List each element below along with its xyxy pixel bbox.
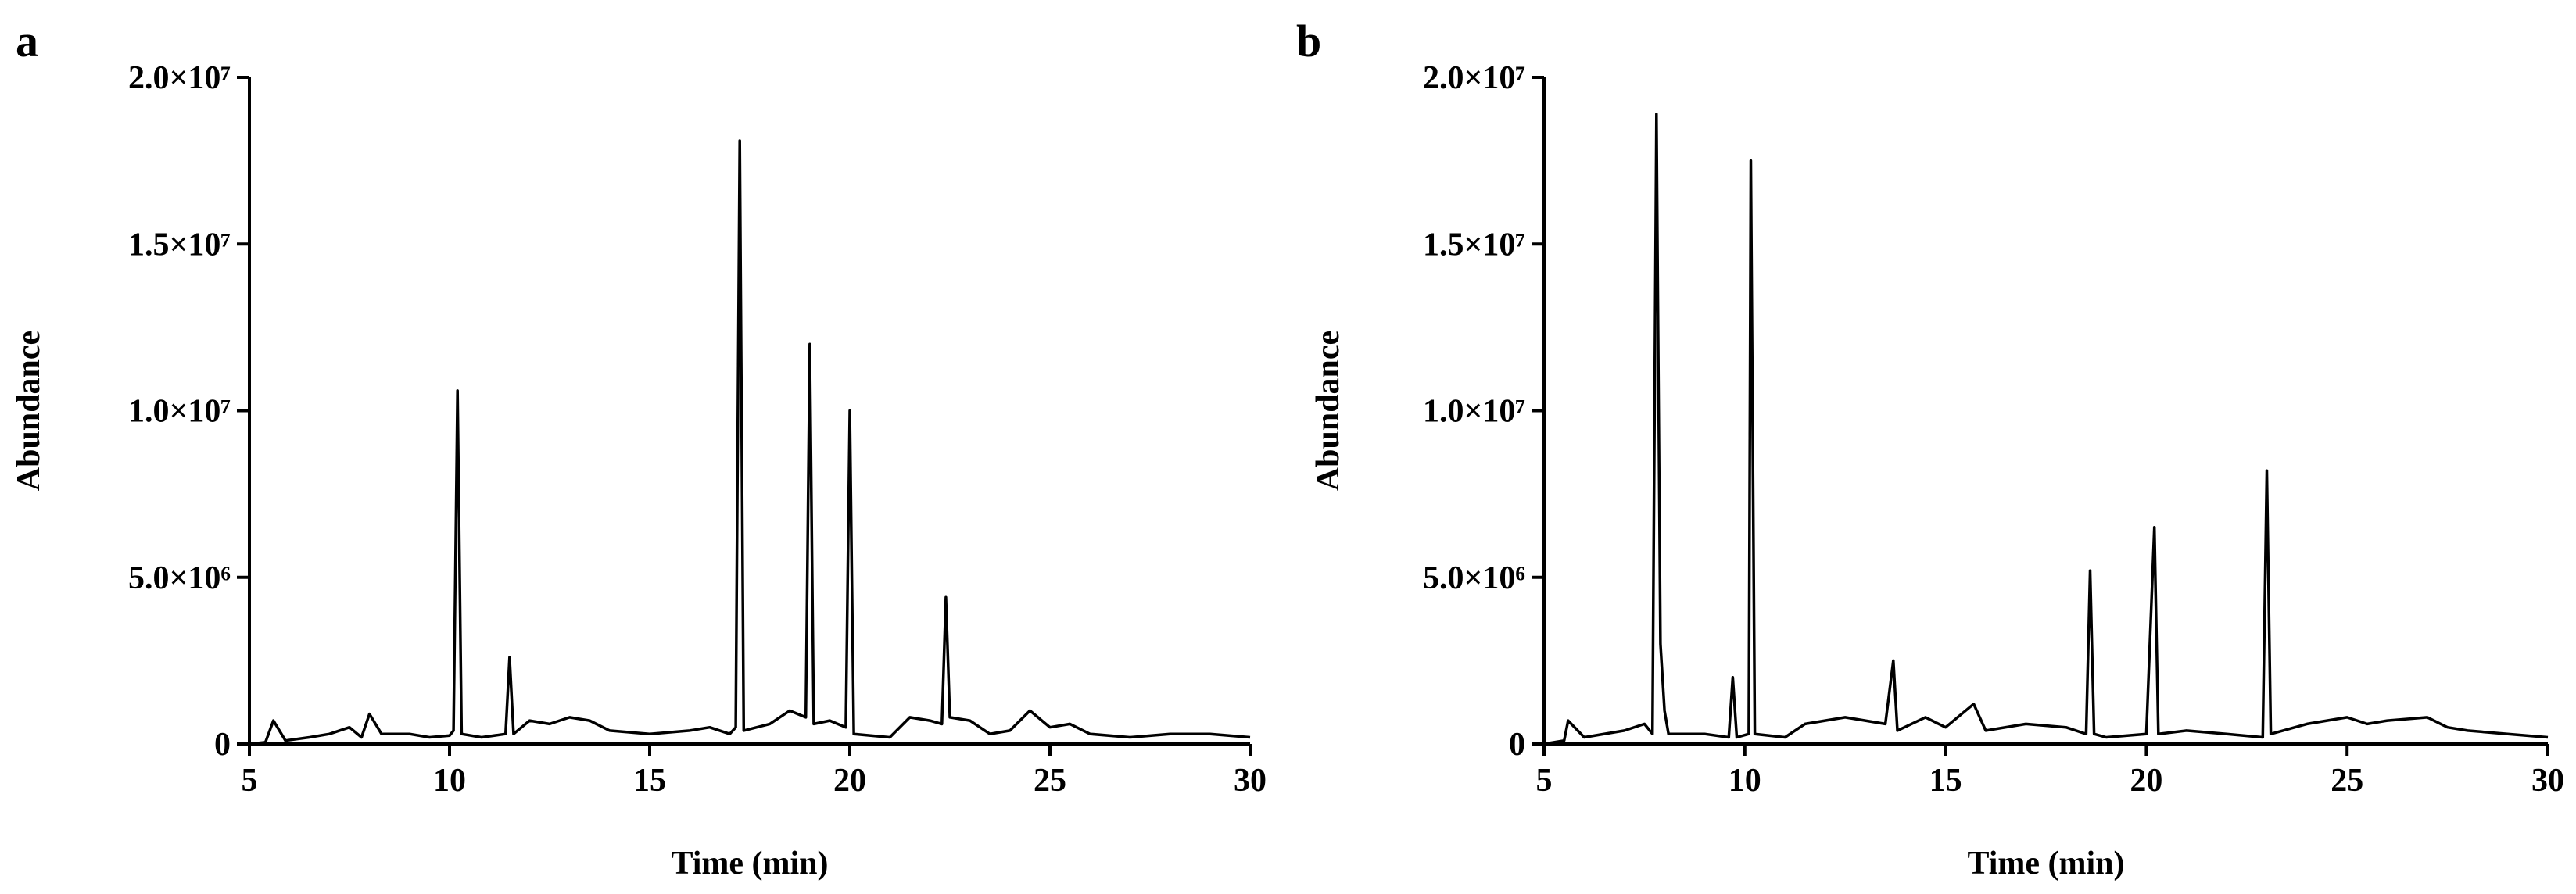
y-tick-label: 2.0×10⁷: [128, 60, 231, 96]
y-tick-label: 1.0×10⁷: [128, 394, 231, 430]
y-tick-label: 5.0×10⁶: [128, 560, 231, 596]
x-tick-label: 10: [1729, 763, 1761, 799]
x-tick-label: 30: [1234, 763, 1267, 799]
x-tick-label: 5: [242, 763, 258, 799]
y-axis-label: Abundance: [1310, 331, 1346, 491]
x-tick-label: 10: [433, 763, 466, 799]
y-tick-label: 0: [214, 727, 231, 763]
x-tick-label: 20: [833, 763, 866, 799]
panel: b 5 10 15 20 25 30 0 5.0×10⁶ 1.0×10⁷ 1.5×10⁷ 2.0×10…: [1296, 16, 2564, 881]
x-tick-label: 5: [1536, 763, 1553, 799]
chromatogram-line: [1543, 113, 2549, 746]
y-tick-label: 5.0×10⁶: [1423, 560, 1525, 596]
x-axis-label: Time (min): [1967, 846, 2124, 881]
panel: a 5 10 15 20 25 30 0 5.0×10⁶ 1.0×10⁷ 1.5×10⁷ 2.0×10…: [11, 16, 1267, 881]
x-tick-label: 25: [1034, 763, 1066, 799]
y-tick-label: 1.5×10⁷: [128, 227, 231, 263]
y-tick-label: 0: [1509, 727, 1525, 763]
y-axis-label: Abundance: [11, 331, 47, 491]
y-tick-label: 1.5×10⁷: [1423, 227, 1525, 263]
chromatogram-line: [249, 139, 1251, 746]
x-tick-label: 15: [633, 763, 666, 799]
x-tick-label: 15: [1929, 763, 1962, 799]
panel-label: a: [16, 16, 38, 66]
x-tick-label: 20: [2130, 763, 2162, 799]
x-tick-label: 25: [2331, 763, 2363, 799]
x-axis-label: Time (min): [671, 846, 828, 881]
y-tick-label: 1.0×10⁷: [1423, 394, 1525, 430]
panel-label: b: [1296, 16, 1321, 66]
y-tick-label: 2.0×10⁷: [1423, 60, 1525, 96]
x-tick-label: 30: [2531, 763, 2564, 799]
